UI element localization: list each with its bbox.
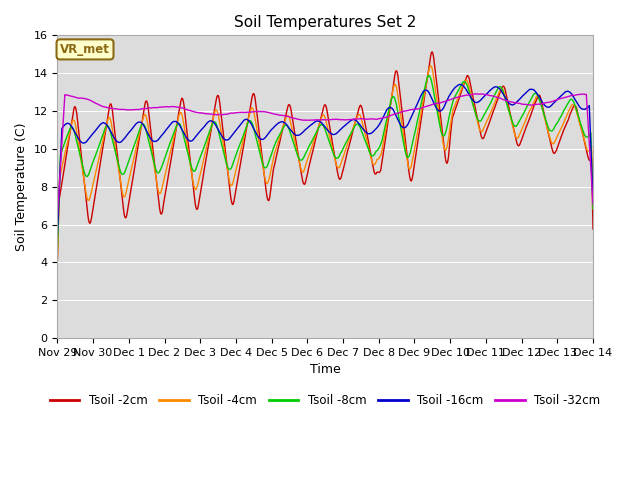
Tsoil -4cm [406,166,413,172]
Tsoil -4cm [201,151,209,157]
Text: VR_met: VR_met [60,43,110,56]
Tsoil -4cm [427,63,435,69]
Line: Tsoil -8cm: Tsoil -8cm [58,75,593,249]
Tsoil -4cm [118,189,126,195]
Tsoil -8cm [201,142,209,147]
Tsoil -2cm [428,49,436,55]
Tsoil -4cm [63,142,71,147]
Tsoil -8cm [173,123,180,129]
Tsoil -32cm [63,92,71,98]
Tsoil -32cm [473,91,481,96]
Tsoil -16cm [63,120,71,126]
Tsoil -16cm [201,123,209,129]
Tsoil -8cm [426,72,433,78]
Tsoil -16cm [406,118,413,123]
Tsoil -4cm [589,206,597,212]
Line: Tsoil -4cm: Tsoil -4cm [58,66,593,260]
Tsoil -16cm [118,138,126,144]
Tsoil -16cm [589,199,597,204]
Legend: Tsoil -2cm, Tsoil -4cm, Tsoil -8cm, Tsoil -16cm, Tsoil -32cm: Tsoil -2cm, Tsoil -4cm, Tsoil -8cm, Tsoi… [45,389,605,412]
Line: Tsoil -2cm: Tsoil -2cm [58,52,593,259]
Tsoil -2cm [406,174,413,180]
Line: Tsoil -32cm: Tsoil -32cm [58,94,593,216]
Y-axis label: Soil Temperature (C): Soil Temperature (C) [15,122,28,251]
Tsoil -4cm [54,257,61,263]
Tsoil -8cm [589,206,597,212]
Tsoil -16cm [390,108,398,114]
Tsoil -8cm [63,133,71,139]
Tsoil -32cm [54,214,61,219]
Tsoil -32cm [390,111,398,117]
Tsoil -32cm [201,110,209,116]
Tsoil -2cm [54,256,61,262]
Tsoil -16cm [456,82,463,87]
Tsoil -2cm [173,123,180,129]
Tsoil -32cm [173,104,180,110]
Tsoil -32cm [406,107,413,113]
Tsoil -2cm [118,194,126,200]
X-axis label: Time: Time [310,363,340,376]
Tsoil -8cm [406,152,413,157]
Tsoil -32cm [589,201,597,207]
Tsoil -2cm [390,77,398,83]
Tsoil -16cm [173,119,180,125]
Tsoil -16cm [54,232,61,238]
Tsoil -4cm [173,123,180,129]
Tsoil -2cm [589,226,597,232]
Tsoil -8cm [118,171,126,177]
Tsoil -2cm [201,163,209,168]
Tsoil -32cm [118,107,126,112]
Tsoil -4cm [390,83,398,88]
Tsoil -8cm [54,246,61,252]
Title: Soil Temperatures Set 2: Soil Temperatures Set 2 [234,15,417,30]
Tsoil -2cm [63,148,71,154]
Tsoil -8cm [390,95,398,100]
Line: Tsoil -16cm: Tsoil -16cm [58,84,593,235]
